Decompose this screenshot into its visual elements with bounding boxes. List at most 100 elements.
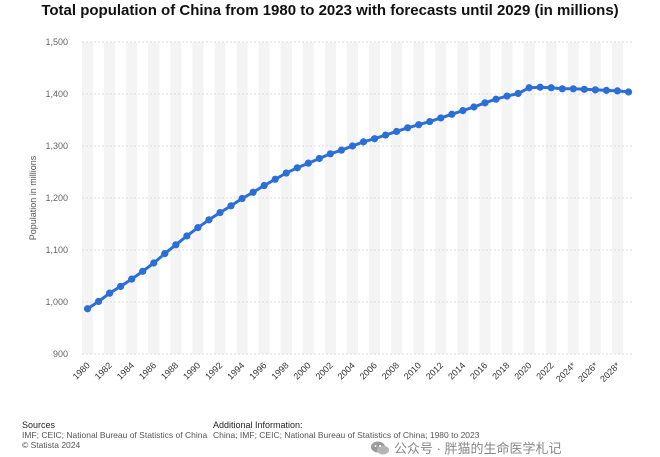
data-point bbox=[624, 88, 633, 96]
x-tick-label: 2026* bbox=[576, 360, 600, 384]
copyright: © Statista 2024 bbox=[22, 440, 81, 450]
x-tick-label: 2024* bbox=[554, 360, 578, 384]
x-tick-label: 2012 bbox=[424, 360, 445, 381]
y-axis-label: Population in millions bbox=[28, 155, 38, 240]
x-tick-label: 2016 bbox=[468, 360, 489, 381]
data-point bbox=[536, 83, 544, 91]
data-point bbox=[591, 86, 599, 94]
data-point bbox=[370, 135, 379, 143]
data-point bbox=[293, 164, 301, 172]
data-point bbox=[150, 259, 158, 267]
data-point bbox=[382, 131, 390, 139]
x-tick-label: 1986 bbox=[137, 360, 158, 381]
data-points bbox=[83, 83, 633, 313]
watermark-text: 公众号 · 胖猫的生命医学札记 bbox=[394, 441, 562, 456]
data-point bbox=[359, 138, 368, 146]
data-point bbox=[558, 85, 566, 93]
data-point bbox=[172, 241, 180, 249]
x-tick-label: 2008 bbox=[380, 360, 401, 381]
column-band bbox=[302, 42, 314, 354]
x-tick-label: 1996 bbox=[247, 360, 268, 381]
data-point bbox=[547, 84, 555, 92]
x-tick-label: 2028* bbox=[598, 360, 622, 384]
data-point bbox=[271, 175, 279, 183]
data-point bbox=[326, 150, 334, 158]
chart-title: Total population of China from 1980 to 2… bbox=[41, 2, 619, 19]
data-point bbox=[348, 142, 357, 150]
data-point bbox=[216, 208, 224, 217]
y-tick-label: 1,200 bbox=[45, 193, 68, 203]
y-tick-label: 1,100 bbox=[45, 245, 68, 255]
sources-heading: Sources bbox=[22, 420, 56, 430]
data-point bbox=[117, 282, 125, 290]
data-point bbox=[128, 275, 136, 283]
column-band bbox=[346, 42, 358, 354]
data-point bbox=[448, 110, 456, 118]
data-point bbox=[580, 85, 588, 93]
data-point bbox=[569, 85, 577, 93]
x-tick-label: 2010 bbox=[402, 360, 423, 381]
column-band bbox=[435, 42, 447, 354]
x-tick-label: 1984 bbox=[115, 360, 136, 381]
data-point bbox=[205, 216, 213, 224]
additional-info-heading: Additional Information: bbox=[213, 420, 303, 430]
data-point bbox=[492, 95, 500, 103]
data-point bbox=[481, 99, 489, 107]
x-tick-label: 2006 bbox=[358, 360, 379, 381]
data-point bbox=[282, 169, 290, 177]
y-tick-label: 1,400 bbox=[45, 89, 68, 99]
column-band bbox=[479, 42, 491, 354]
data-point bbox=[315, 154, 323, 163]
data-point bbox=[337, 146, 346, 154]
data-point bbox=[514, 89, 522, 98]
data-point bbox=[139, 267, 147, 275]
x-tick-label: 1980 bbox=[71, 360, 92, 381]
x-tick-label: 2018 bbox=[490, 360, 511, 381]
data-point bbox=[602, 86, 611, 94]
x-tick-label: 2022 bbox=[534, 360, 555, 381]
x-tick-label: 2004 bbox=[336, 360, 357, 381]
data-point bbox=[260, 181, 268, 190]
additional-info-block: Additional Information: China; IMF; CEIC… bbox=[213, 420, 479, 440]
data-point bbox=[94, 297, 103, 306]
sources-list: IMF; CEIC; National Bureau of Statistics… bbox=[22, 430, 208, 440]
data-point bbox=[249, 188, 257, 196]
x-tick-label: 2020 bbox=[512, 360, 533, 381]
sources-block: Sources IMF; CEIC; National Bureau of St… bbox=[22, 420, 207, 450]
data-point bbox=[183, 232, 191, 240]
x-tick-label: 1988 bbox=[159, 360, 180, 381]
data-point bbox=[459, 107, 467, 115]
wechat-icon bbox=[371, 441, 389, 454]
data-point bbox=[238, 194, 246, 203]
watermark: 公众号 · 胖猫的生命医学札记 bbox=[370, 438, 562, 457]
data-point bbox=[106, 289, 114, 297]
data-point bbox=[393, 127, 401, 136]
data-point bbox=[415, 121, 423, 129]
y-tick-label: 1,300 bbox=[45, 141, 68, 151]
data-point bbox=[503, 92, 511, 100]
y-tick-label: 1,000 bbox=[45, 297, 68, 307]
data-point bbox=[304, 159, 312, 167]
x-tick-label: 2014 bbox=[446, 360, 467, 381]
data-point bbox=[83, 305, 92, 313]
data-point bbox=[470, 103, 478, 111]
column-band bbox=[104, 42, 116, 354]
data-point bbox=[613, 87, 622, 95]
column-band bbox=[192, 42, 204, 354]
data-point bbox=[437, 114, 445, 122]
column-band bbox=[523, 42, 535, 354]
y-tick-label: 1,500 bbox=[45, 37, 68, 47]
gridlines bbox=[82, 41, 634, 355]
x-tick-label: 1982 bbox=[93, 360, 114, 381]
data-point bbox=[525, 84, 533, 92]
x-tick-label: 2002 bbox=[314, 360, 335, 381]
column-band bbox=[611, 42, 623, 354]
column-band bbox=[567, 42, 579, 354]
data-point bbox=[227, 202, 235, 210]
column-band bbox=[391, 42, 403, 354]
column-band bbox=[148, 42, 160, 354]
y-axis-ticks: 900 1,000 1,100 1,200 1,300 1,400 1,500 bbox=[45, 37, 68, 359]
data-point bbox=[404, 124, 412, 132]
data-point bbox=[194, 224, 202, 232]
